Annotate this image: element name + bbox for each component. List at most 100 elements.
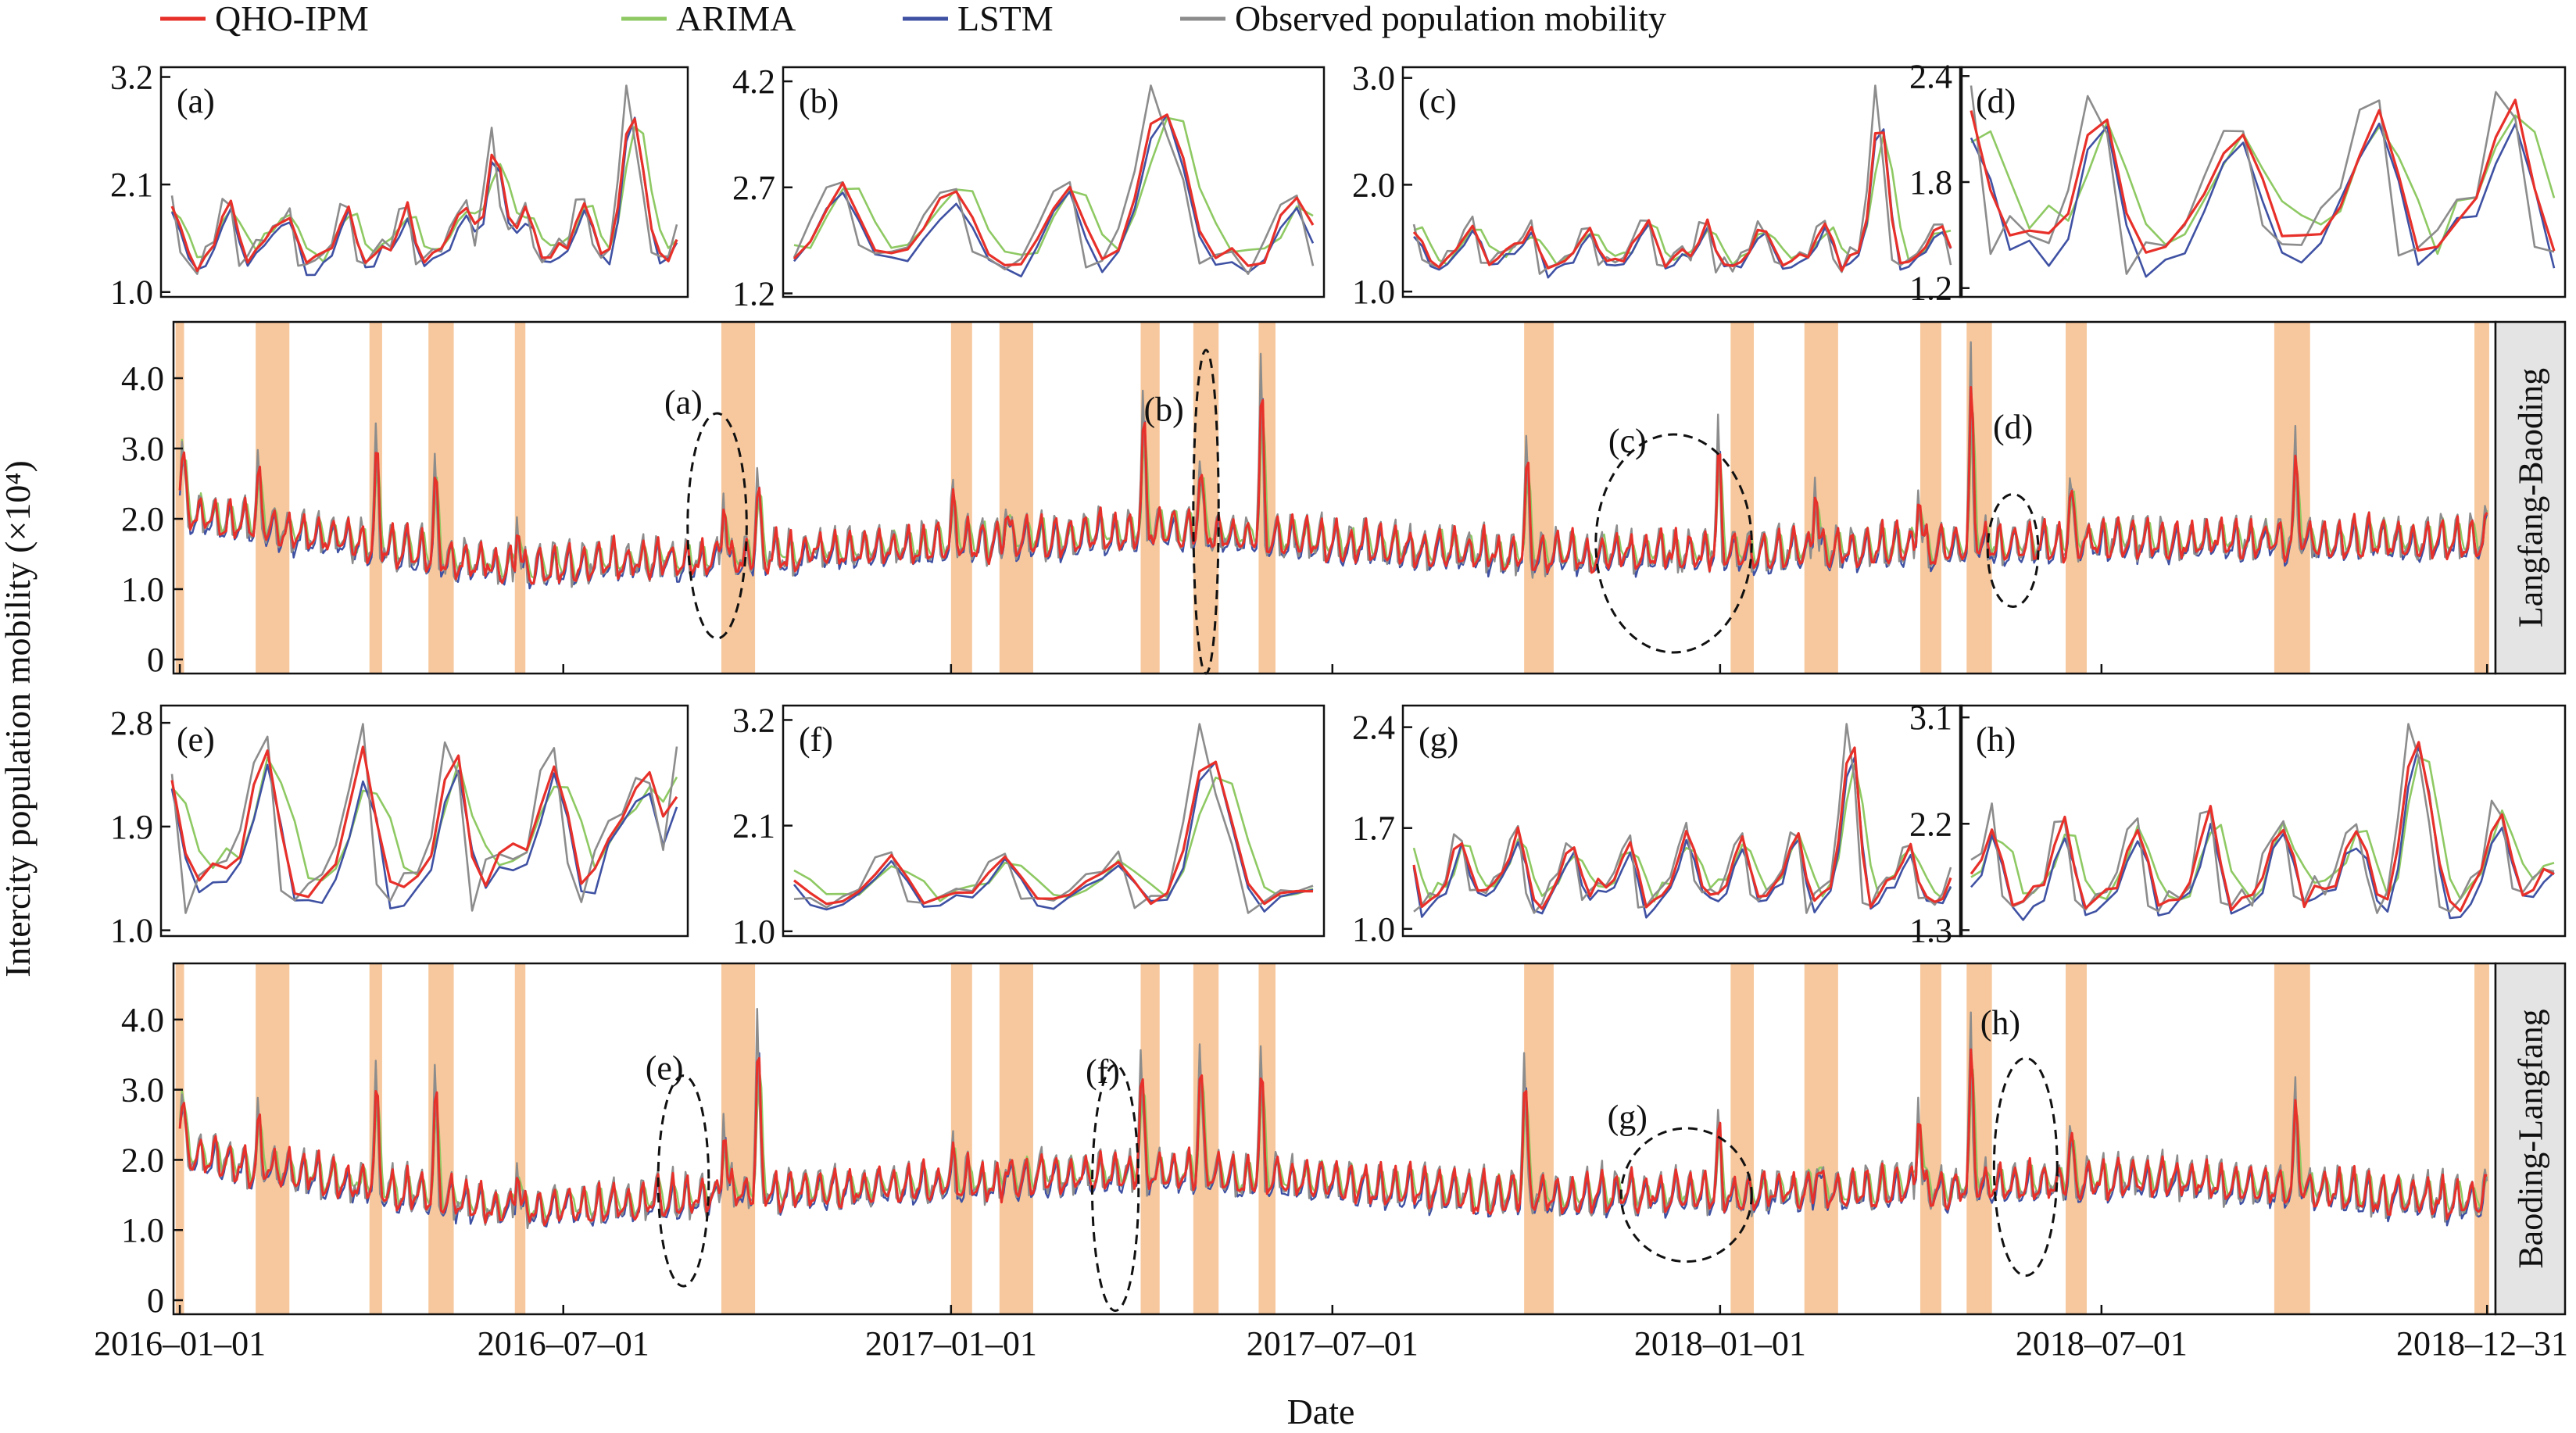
holiday-band-5 — [721, 322, 756, 674]
inset-series-lstm — [792, 113, 1315, 277]
holiday-band-18 — [2474, 322, 2489, 674]
inset-y-tick-label-2: 2.4 — [1352, 709, 1395, 747]
inset-y-tick-label-2: 3.2 — [110, 59, 153, 97]
inset-series-lstm — [170, 763, 678, 909]
holiday-band-4 — [514, 322, 526, 674]
inset-series-qho-ipm — [170, 745, 678, 899]
inset-series-observed — [1970, 85, 2555, 275]
inset-series-lstm — [1970, 122, 2556, 278]
holiday-band-8 — [1140, 963, 1160, 1314]
inset-series-arima — [793, 776, 1314, 902]
inset-series-qho-ipm — [1970, 98, 2556, 254]
inset-y-tick-label-1: 2.1 — [110, 166, 153, 204]
holiday-band-10 — [1258, 963, 1276, 1314]
inset-6: (g) 1.0 1.7 2.4 — [1352, 704, 1963, 949]
annotation-ellipse-0 — [657, 1074, 710, 1288]
inset-series-arima — [793, 116, 1314, 256]
panel-1: (e) (f) (g) (h) Baoding-Langfang 0 1.0 2.0 3.0 4.… — [94, 699, 2568, 1363]
legend-label-0: QHO-IPM — [215, 0, 369, 38]
inset-frame — [782, 66, 1326, 298]
inset-5: (f) 1.0 2.1 3.2 — [732, 701, 1326, 951]
annotation-ellipse-2 — [1594, 433, 1753, 654]
inset-y-tick-label-2: 2.4 — [1909, 57, 1952, 95]
side-panel — [2494, 962, 2567, 1316]
inset-label: (e) — [177, 720, 215, 759]
y-tick-label-4: 4.0 — [121, 359, 164, 398]
inset-y-tick-label-1: 1.8 — [1909, 163, 1952, 202]
side-label: Langfang-Baoding — [2512, 368, 2550, 627]
inset-y-tick-label-1: 2.0 — [1352, 166, 1395, 204]
y-tick-label-1: 1.0 — [121, 1211, 164, 1249]
inset-label: (d) — [1976, 82, 2016, 120]
inset-3: (d) 1.2 1.8 2.4 — [1909, 57, 2567, 308]
series-group — [178, 1008, 2488, 1230]
holiday-band-5 — [721, 963, 756, 1314]
holiday-bands — [175, 963, 2489, 1314]
annotation-label-0: (a) — [664, 384, 703, 422]
y-axis-label: Intercity population mobility (×10⁴) — [0, 460, 38, 977]
inset-y-tick-label-0: 1.2 — [732, 274, 775, 313]
panel-0: (a) (b) (c) (d) Langfang-Baoding 0 1.0 2.0 3.0 4.… — [110, 57, 2567, 679]
inset-y-tick-label-2: 3.2 — [732, 701, 775, 739]
holiday-band-12 — [1730, 963, 1755, 1314]
inset-series-qho-ipm — [170, 117, 678, 273]
inset-series-observed — [793, 723, 1314, 914]
inset-series-arima — [1970, 114, 2556, 256]
holiday-band-12 — [1730, 322, 1755, 674]
holiday-band-8 — [1140, 322, 1160, 674]
inset-label: (g) — [1419, 720, 1458, 759]
x-tick-label-1: 2016–07–01 — [478, 1324, 649, 1363]
annotation-ellipse-0 — [686, 412, 748, 640]
inset-y-tick-label-0: 1.0 — [110, 273, 153, 312]
x-tick-label-5: 2018–07–01 — [2016, 1324, 2188, 1363]
annotation-ellipse-3 — [1986, 493, 2040, 608]
inset-label: (f) — [799, 720, 833, 759]
inset-y-tick-label-1: 2.7 — [732, 169, 775, 207]
annotation-label-3: (d) — [1993, 408, 2033, 446]
inset-series-group — [170, 84, 678, 277]
inset-series-observed — [170, 723, 678, 914]
inset-1: (b) 1.2 2.7 4.2 — [732, 63, 1326, 313]
annotation-label-2: (c) — [1608, 422, 1647, 460]
holiday-band-0 — [175, 963, 184, 1314]
holiday-band-18 — [2474, 963, 2489, 1314]
inset-series-observed — [170, 84, 678, 275]
x-tick-label-6: 2018–12–31 — [2396, 1324, 2568, 1363]
y-tick-label-0: 0 — [147, 641, 164, 679]
inset-series-qho-ipm — [1412, 131, 1952, 272]
annotation-ellipse-2 — [1619, 1127, 1753, 1263]
legend-label-3: Observed population mobility — [1235, 0, 1666, 38]
y-tick-label-0: 0 — [147, 1281, 164, 1320]
inset-frame — [1959, 704, 2567, 938]
series-qho-ipm — [178, 386, 2488, 585]
annotation-ellipse-1 — [1090, 1063, 1140, 1313]
inset-frame — [159, 66, 689, 298]
x-axis-label: Date — [1287, 1392, 1355, 1431]
inset-series-group — [1412, 84, 1952, 279]
inset-series-group — [792, 723, 1314, 914]
annotation-ellipse-3 — [1992, 1056, 2059, 1278]
inset-y-tick-label-2: 2.8 — [110, 704, 153, 742]
inset-series-observed — [1970, 723, 2555, 914]
inset-series-group — [1970, 85, 2556, 278]
inset-y-tick-label-0: 1.2 — [1909, 270, 1952, 308]
annotation-label-0: (e) — [646, 1049, 684, 1088]
inset-frame — [782, 704, 1326, 938]
x-tick-label-0: 2016–01–01 — [94, 1324, 266, 1363]
annotation-label-1: (b) — [1143, 391, 1183, 429]
inset-y-tick-label-0: 1.0 — [1352, 273, 1395, 311]
inset-y-tick-label-0: 1.0 — [1352, 910, 1395, 949]
inset-label: (c) — [1419, 82, 1457, 120]
inset-y-tick-label-2: 4.2 — [732, 63, 775, 101]
inset-4: (e) 1.0 1.9 2.8 — [110, 704, 689, 950]
legend: QHO-IPM ARIMA LSTM Observed population mobi… — [160, 0, 1666, 38]
inset-label: (h) — [1976, 720, 2016, 759]
inset-y-tick-label-2: 3.0 — [1352, 59, 1395, 98]
holiday-band-7 — [999, 322, 1033, 674]
x-tick-label-2: 2017–01–01 — [865, 1324, 1037, 1363]
legend-label-1: ARIMA — [676, 0, 796, 38]
holiday-bands — [175, 322, 2489, 674]
y-tick-label-2: 2.0 — [121, 500, 164, 538]
holiday-band-14 — [1919, 322, 1941, 674]
